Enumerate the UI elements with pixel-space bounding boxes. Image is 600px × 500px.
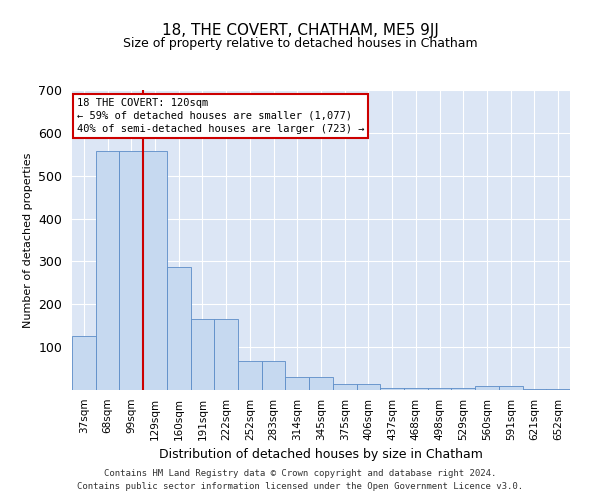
Y-axis label: Number of detached properties: Number of detached properties — [23, 152, 33, 328]
Bar — [499, 386, 523, 390]
Bar — [214, 320, 238, 390]
Bar — [143, 152, 167, 390]
Bar — [333, 384, 356, 390]
X-axis label: Distribution of detached houses by size in Chatham: Distribution of detached houses by size … — [159, 448, 483, 461]
Text: 18 THE COVERT: 120sqm
← 59% of detached houses are smaller (1,077)
40% of semi-d: 18 THE COVERT: 120sqm ← 59% of detached … — [77, 98, 364, 134]
Bar — [309, 377, 333, 390]
Bar — [523, 389, 546, 390]
Bar — [191, 320, 214, 390]
Bar — [546, 389, 570, 390]
Text: Size of property relative to detached houses in Chatham: Size of property relative to detached ho… — [122, 38, 478, 51]
Bar — [428, 388, 451, 390]
Bar — [238, 361, 262, 390]
Text: Contains public sector information licensed under the Open Government Licence v3: Contains public sector information licen… — [77, 482, 523, 491]
Bar — [72, 336, 96, 390]
Bar — [119, 152, 143, 390]
Bar — [167, 266, 191, 390]
Bar — [356, 384, 380, 390]
Bar — [262, 361, 286, 390]
Bar — [96, 152, 119, 390]
Text: 18, THE COVERT, CHATHAM, ME5 9JJ: 18, THE COVERT, CHATHAM, ME5 9JJ — [161, 22, 439, 38]
Bar — [286, 377, 309, 390]
Bar — [475, 386, 499, 390]
Text: Contains HM Land Registry data © Crown copyright and database right 2024.: Contains HM Land Registry data © Crown c… — [104, 469, 496, 478]
Bar — [380, 388, 404, 390]
Bar — [451, 388, 475, 390]
Bar — [404, 388, 428, 390]
